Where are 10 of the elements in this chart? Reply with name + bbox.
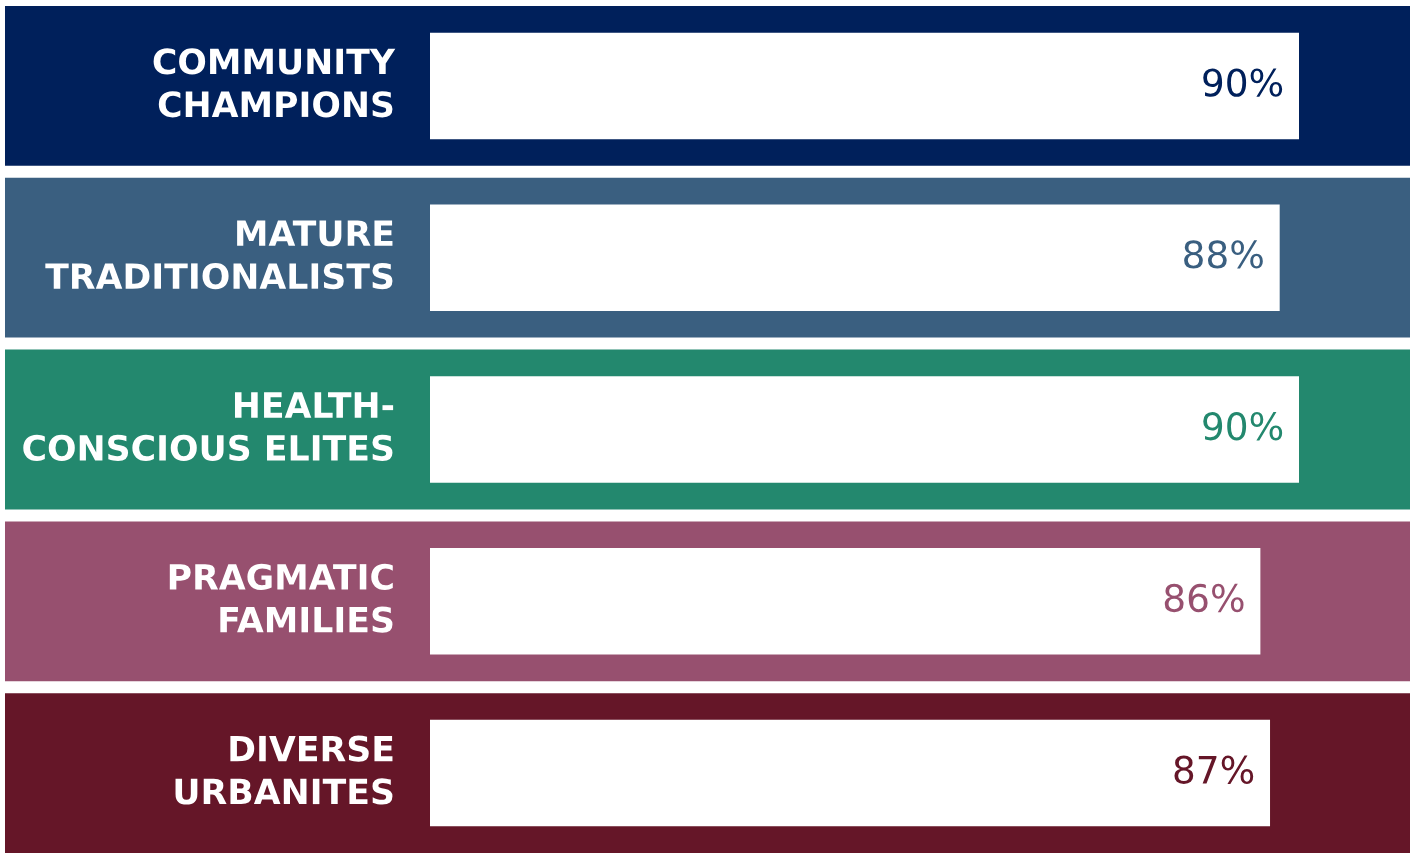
data-label: 88% [1184,240,1263,269]
data-label: 90% [1203,412,1283,441]
y-tick-label: MATURE TRADITIONALISTS [45,220,393,290]
data-label: 90% [1203,68,1283,97]
y-tick-label: PRAGMATIC FAMILIES [169,563,393,633]
data-label: 87% [1174,755,1254,784]
y-tick-label: DIVERSE URBANITES [175,735,393,805]
data-label: 86% [1164,583,1244,613]
y-tick-label: COMMUNITY CHAMPIONS [153,48,396,118]
y-tick-label: HEALTH- CONSCIOUS ELITES [23,392,394,461]
